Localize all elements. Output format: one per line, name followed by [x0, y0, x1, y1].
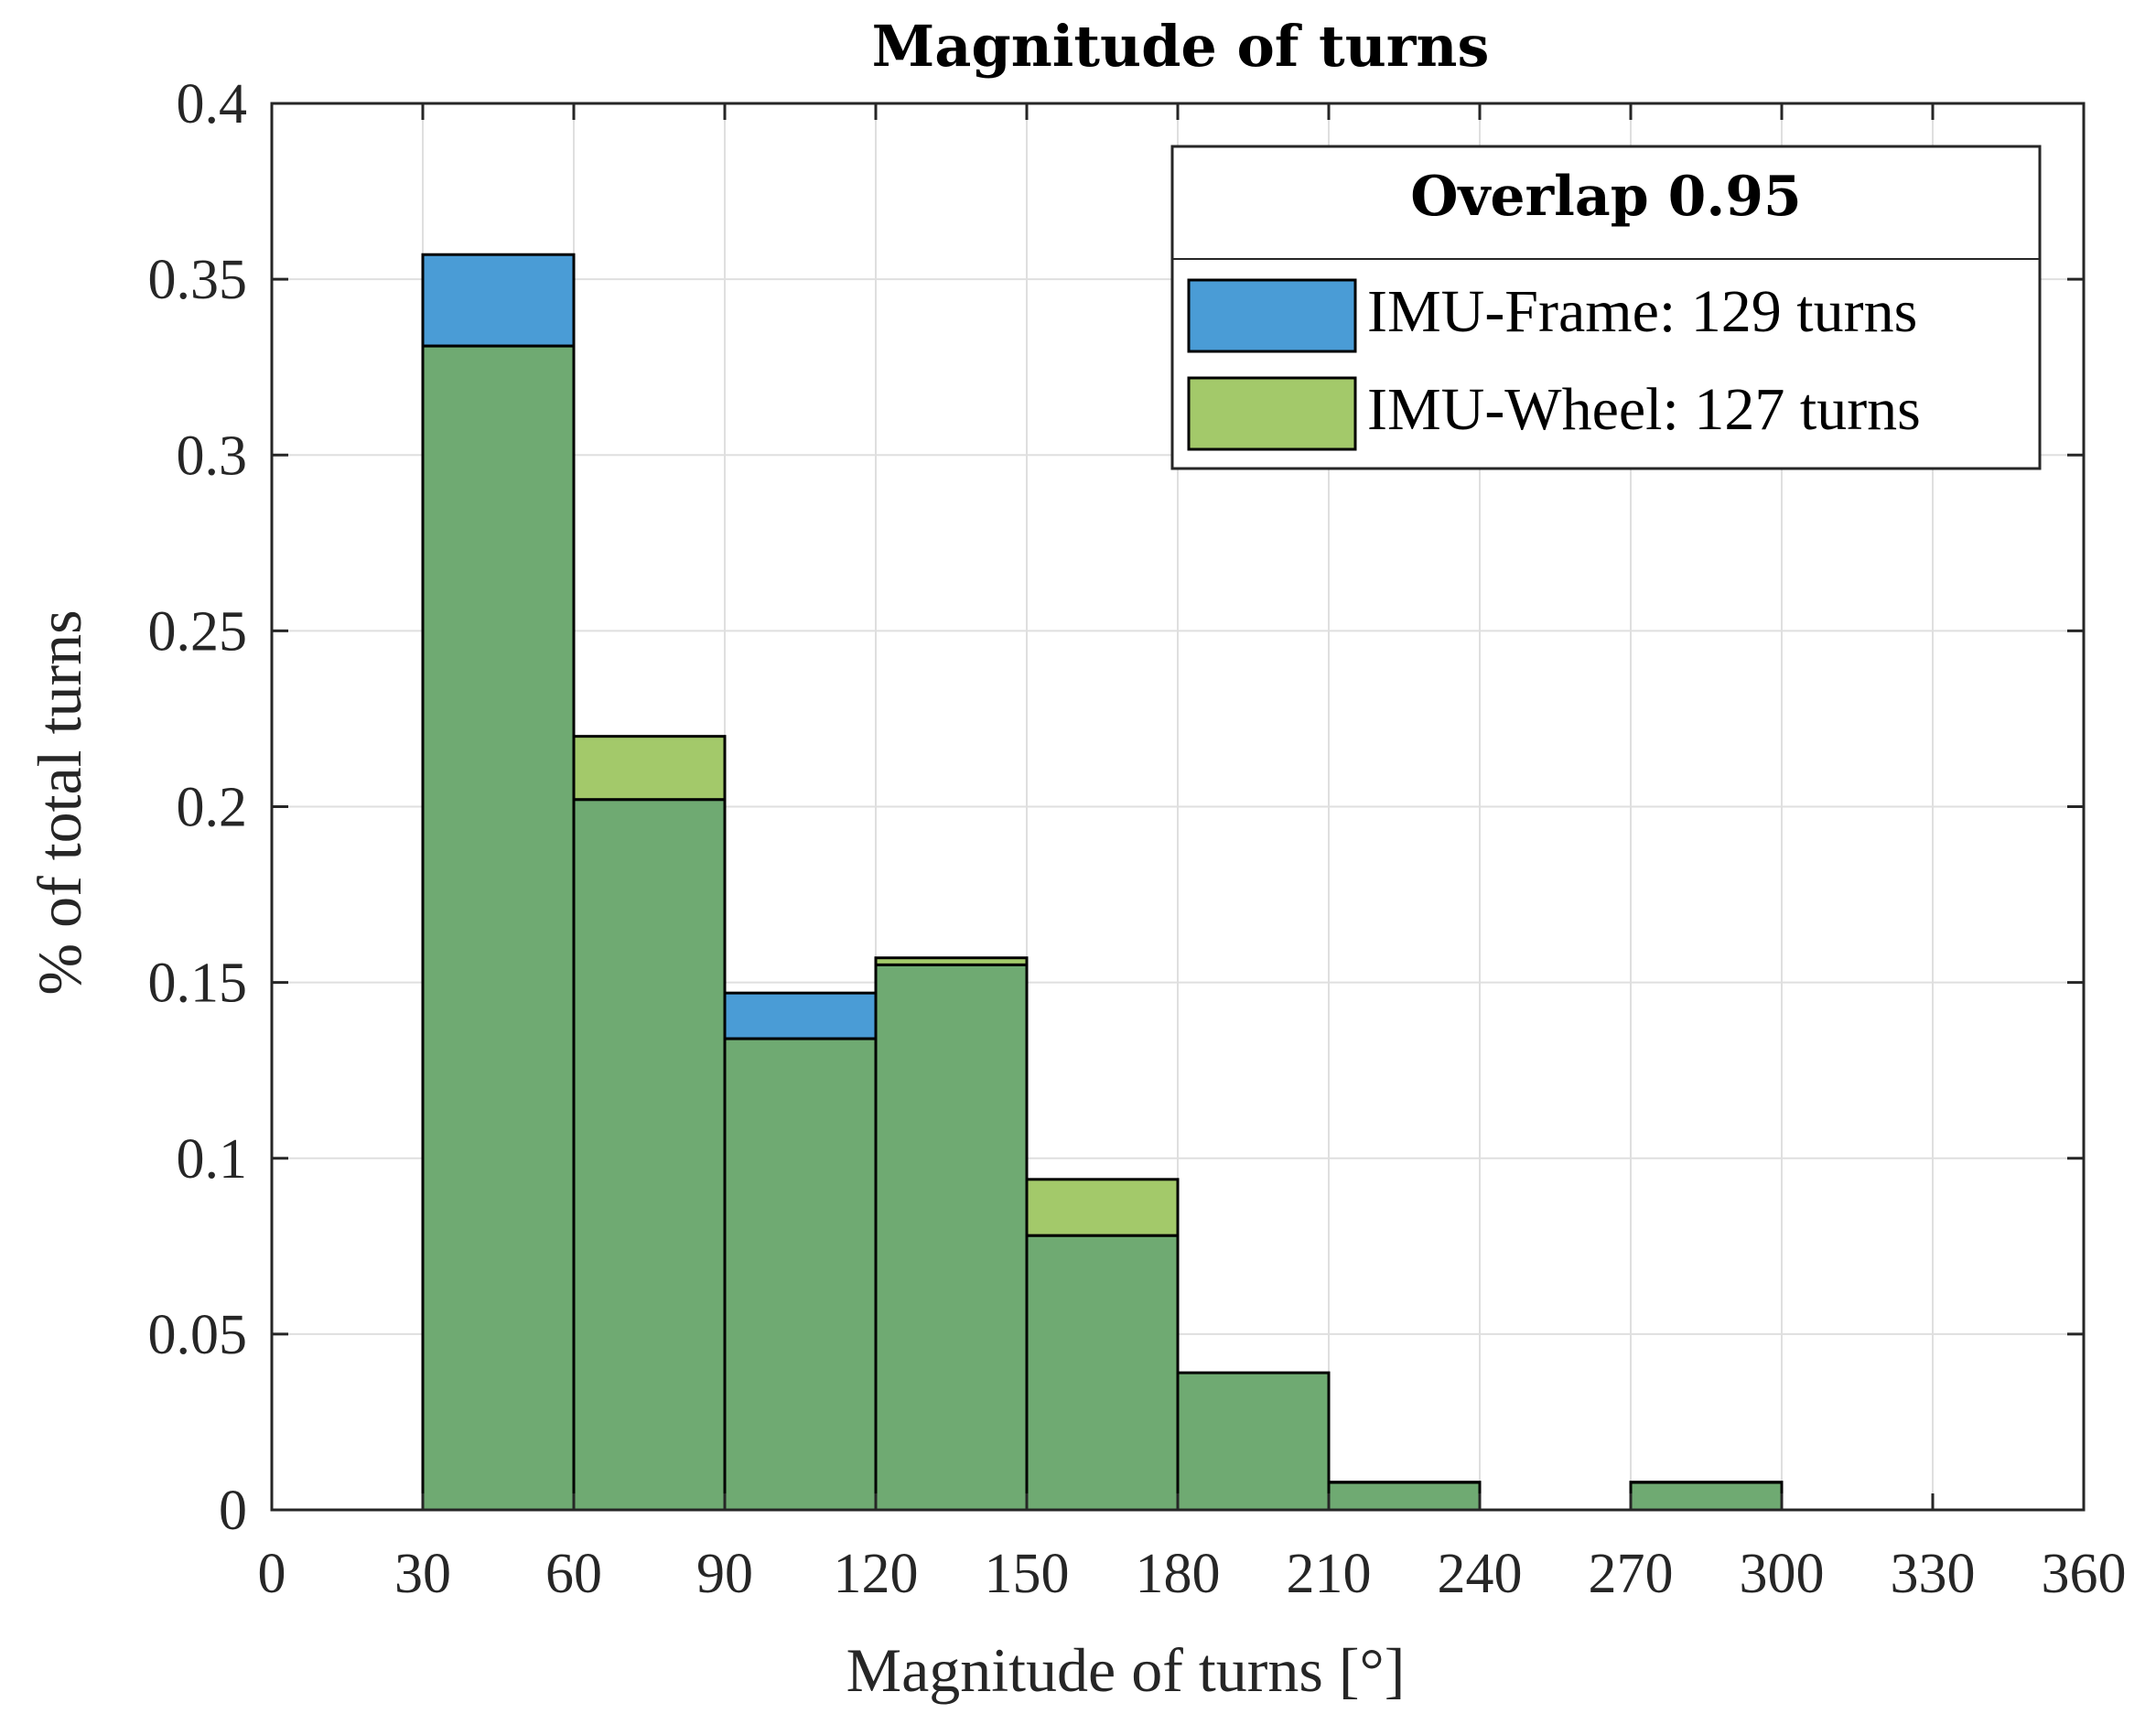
bars [421, 253, 1784, 1512]
bar-excess [421, 253, 576, 348]
y-axis-label: % of total turns [25, 609, 94, 995]
x-tick-label: 60 [545, 1543, 602, 1605]
bar-excess [1025, 1178, 1180, 1237]
y-tick-label: 0.35 [148, 249, 248, 311]
x-tick-label: 240 [1438, 1543, 1523, 1605]
x-tick-label: 210 [1287, 1543, 1372, 1605]
y-tick-label: 0.15 [148, 953, 248, 1015]
x-tick-label: 120 [834, 1543, 919, 1605]
legend-label-imu-frame: IMU-Frame: 129 turns [1367, 278, 1917, 345]
legend-swatch-imu-frame [1187, 278, 1357, 353]
bar-overlap [1025, 1234, 1180, 1512]
bar-overlap [1327, 1481, 1482, 1512]
x-tick-label: 330 [1891, 1543, 1976, 1605]
x-tick-labels: 0 30 60 90 120 150 180 210 240 270 300 330 360 [258, 1543, 2127, 1605]
x-tick-label: 300 [1740, 1543, 1825, 1605]
chart-title: Magnitude of turns [872, 13, 1490, 80]
y-tick-label: 0.3 [177, 425, 248, 487]
bar-excess [723, 991, 878, 1040]
bar-overlap [572, 798, 727, 1512]
x-tick-label: 30 [394, 1543, 451, 1605]
legend-swatch-imu-wheel [1187, 376, 1357, 451]
bar-overlap [723, 1037, 878, 1512]
x-tick-label: 150 [985, 1543, 1070, 1605]
y-tick-label: 0.2 [177, 777, 248, 839]
y-tick-label: 0.1 [177, 1128, 248, 1191]
y-tick-label: 0.05 [148, 1304, 248, 1366]
x-tick-label: 0 [258, 1543, 286, 1605]
legend-label-imu-wheel: IMU-Wheel: 127 turns [1367, 376, 1921, 443]
x-tick-label: 360 [2042, 1543, 2127, 1605]
x-tick-label: 90 [696, 1543, 753, 1605]
y-tick-labels: 0 0.05 0.1 0.15 0.2 0.25 0.3 0.35 0.4 [148, 73, 248, 1542]
bar-overlap [874, 963, 1029, 1512]
bar-overlap [1629, 1481, 1784, 1512]
legend: Overlap 0.95 IMU-Frame: 129 turns IMU-Wh… [1170, 145, 2042, 470]
x-tick-label: 180 [1136, 1543, 1221, 1605]
y-tick-label: 0.4 [177, 73, 248, 135]
bar-overlap [1176, 1371, 1331, 1512]
y-tick-label: 0.25 [148, 600, 248, 663]
x-axis-label: Magnitude of turns [°] [846, 1635, 1406, 1705]
axes [270, 102, 2086, 1512]
legend-title: Overlap 0.95 [1410, 165, 1802, 229]
bar-overlap [421, 344, 576, 1512]
bar-excess [572, 735, 727, 802]
x-tick-label: 270 [1589, 1543, 1674, 1605]
y-tick-label: 0 [219, 1480, 247, 1542]
